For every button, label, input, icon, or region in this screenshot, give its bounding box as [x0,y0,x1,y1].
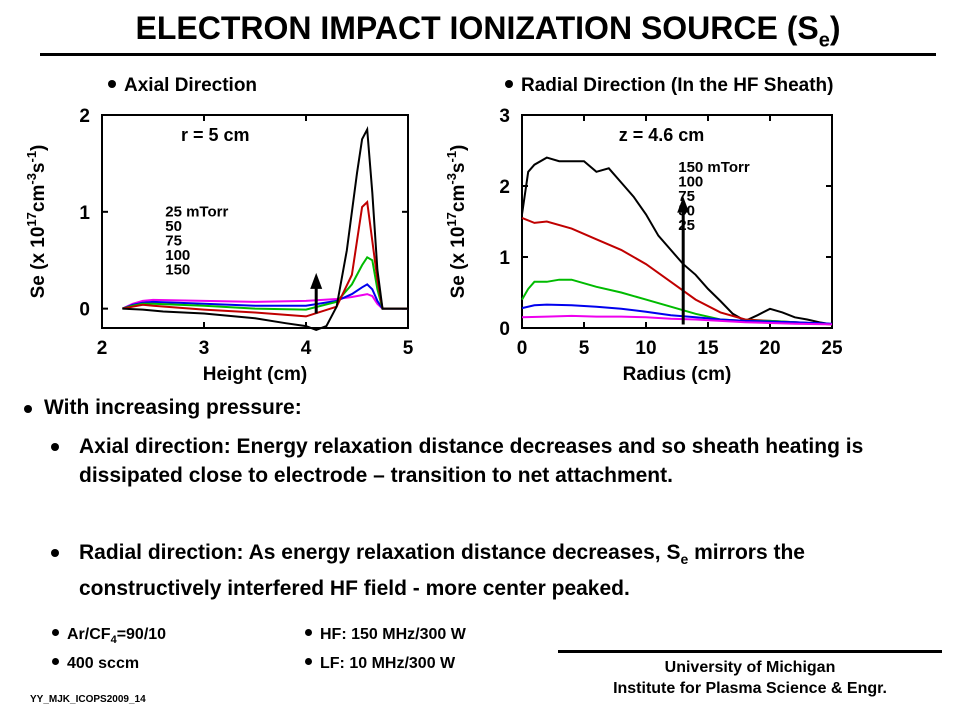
condition-hf: HF: 150 MHz/300 W [305,625,466,645]
bullet-icon [52,629,59,637]
plot-frame [521,114,833,329]
x-tick-label: 4 [301,338,312,359]
bullet-icon [305,629,312,637]
y-tick-label: 2 [499,177,510,198]
page-title: ELECTRON IMPACT IONIZATION SOURCE (Se) [135,10,841,52]
chart-annotation: r = 5 cm [181,125,250,145]
series-line [122,200,408,318]
x-tick-label: 2 [97,338,108,359]
bullet-icon [51,549,59,557]
legend-entry: 25 mTorr [165,204,228,221]
legend-entry: 100 [678,173,703,190]
x-tick-label: 3 [199,338,210,359]
axial-heading: Axial Direction [108,74,257,98]
series-line [521,303,833,325]
x-tick-label: 25 [821,338,843,359]
x-tick-label: 5 [403,338,414,359]
legend-entry: 100 [165,247,190,264]
bullet-axial: Axial direction: Energy relaxation dista… [51,432,935,490]
bullet-radial: Radial direction: As energy relaxation d… [51,538,935,603]
x-tick-label: 0 [517,338,528,359]
affiliation-divider [558,650,942,653]
bullet-icon [505,79,513,88]
y-tick-label: 2 [79,106,90,127]
bullet-icon [24,405,32,413]
series-line [121,293,408,310]
radial-heading: Radial Direction (In the HF Sheath) [505,74,833,98]
x-tick-label: 10 [635,338,656,359]
slide-id: YY_MJK_ICOPS2009_14 [30,694,146,705]
condition-lf: LF: 10 MHz/300 W [305,654,455,674]
x-axis-label: Height (cm) [203,364,308,385]
series-line [521,314,833,326]
legend-entry: 150 mTorr [678,159,750,176]
legend-entry: 25 [678,217,695,234]
legend-entry: 50 [165,218,182,235]
y-tick-label: 3 [499,106,510,127]
y-axis-label: Se (x 1017cm-3s-1) [24,145,49,299]
bullet-icon [305,658,312,666]
condition-gas: Ar/CF4=90/10 [52,625,166,650]
x-tick-label: 5 [579,338,590,359]
bullet-icon [52,658,59,666]
title-divider [40,53,936,56]
series-line [521,156,833,326]
affiliation: University of Michigan Institute for Pla… [540,657,960,699]
arrow-head-icon [310,272,323,289]
y-tick-label: 1 [79,203,90,224]
chart-annotation: z = 4.6 cm [619,125,705,145]
bullet-icon [51,443,59,451]
bullet-main: With increasing pressure: [20,394,302,422]
radial-chart: 0 5 10 15 20 25 0 1 2 3 Radius (cm) Se (x 1017cm-3s… [444,106,843,385]
affiliation-line1: University of Michigan [664,659,836,676]
y-tick-label: 0 [499,319,510,340]
condition-flow: 400 sccm [52,654,139,674]
bullet-icon [108,79,116,88]
x-tick-label: 20 [759,338,780,359]
y-tick-label: 1 [499,248,510,269]
legend-entry: 75 [165,233,182,250]
affiliation-line2: Institute for Plasma Science & Engr. [613,680,887,697]
plot-frame [101,114,409,329]
series-line [122,125,408,331]
y-tick-label: 0 [79,300,90,321]
y-axis-label: Se (x 1017cm-3s-1) [444,145,469,299]
x-axis-label: Radius (cm) [623,364,732,385]
x-tick-label: 15 [697,338,719,359]
legend-entry: 150 [165,262,190,279]
arrow-head-icon [677,196,690,213]
